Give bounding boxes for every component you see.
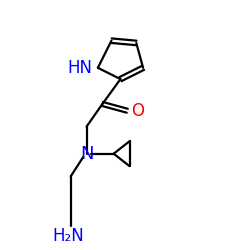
Text: O: O — [131, 102, 144, 120]
Text: HN: HN — [67, 59, 92, 77]
Text: H₂N: H₂N — [52, 227, 84, 245]
Text: N: N — [80, 145, 93, 163]
